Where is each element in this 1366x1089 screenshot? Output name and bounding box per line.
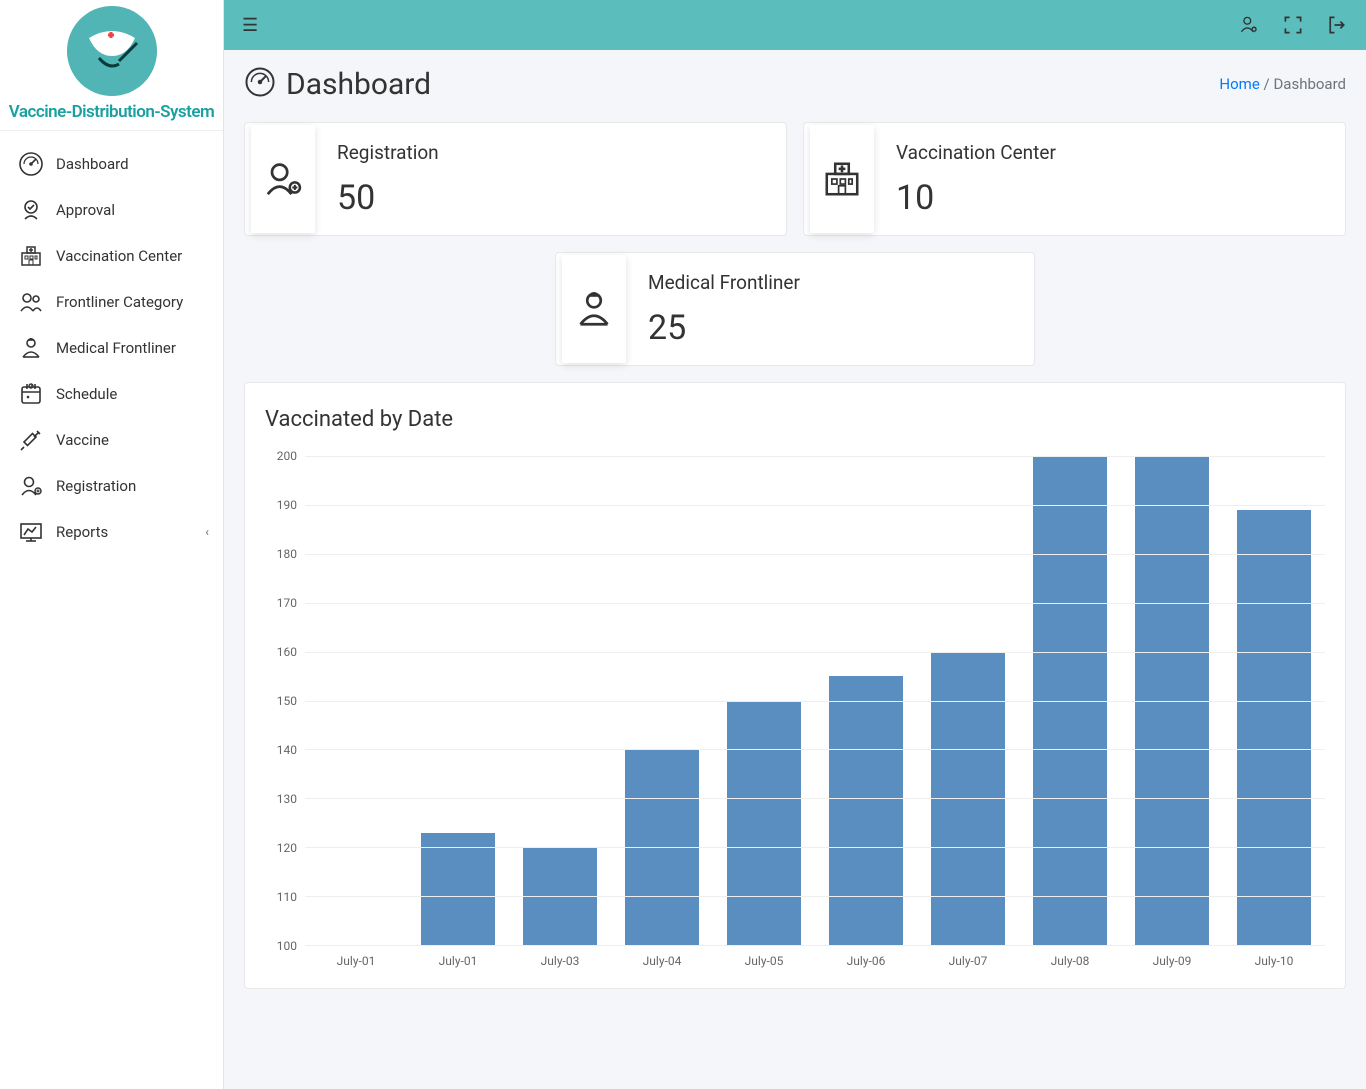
medic-icon xyxy=(562,255,626,363)
sidebar-item-dashboard[interactable]: Dashboard xyxy=(0,141,223,187)
user-settings-icon[interactable] xyxy=(1238,14,1260,36)
stat-card-medical-frontliner: Medical Frontliner 25 xyxy=(555,252,1035,366)
y-tick: 100 xyxy=(277,939,297,953)
stat-value: 10 xyxy=(896,178,1056,218)
sidebar-item-label: Dashboard xyxy=(56,155,129,173)
y-tick: 140 xyxy=(277,743,297,757)
stat-value: 25 xyxy=(648,308,800,348)
sidebar-item-reports[interactable]: Reports ‹ xyxy=(0,509,223,555)
stat-card-registration: Registration 50 xyxy=(244,122,787,236)
x-label: July-07 xyxy=(917,954,1019,968)
bar xyxy=(829,676,902,945)
sidebar-item-approval[interactable]: Approval xyxy=(0,187,223,233)
chart-x-axis: July-01July-01July-03July-04July-05July-… xyxy=(305,954,1325,968)
stat-label: Vaccination Center xyxy=(896,141,1056,164)
sidebar-item-label: Medical Frontliner xyxy=(56,339,176,357)
y-tick: 160 xyxy=(277,645,297,659)
chart-icon xyxy=(18,519,44,545)
breadcrumb-home-link[interactable]: Home xyxy=(1219,75,1259,93)
y-tick: 200 xyxy=(277,449,297,463)
logout-icon[interactable] xyxy=(1326,14,1348,36)
x-label: July-05 xyxy=(713,954,815,968)
y-tick: 170 xyxy=(277,596,297,610)
brand-logo xyxy=(67,6,157,96)
approval-icon xyxy=(18,197,44,223)
topbar: ☰ xyxy=(224,0,1366,50)
sidebar-item-label: Vaccine xyxy=(56,431,109,449)
sidebar-item-frontliner-category[interactable]: Frontliner Category xyxy=(0,279,223,325)
register-icon xyxy=(251,125,315,233)
y-tick: 180 xyxy=(277,547,297,561)
sidebar-item-medical-frontliner[interactable]: Medical Frontliner xyxy=(0,325,223,371)
x-label: July-01 xyxy=(407,954,509,968)
stat-label: Medical Frontliner xyxy=(648,271,800,294)
building-icon xyxy=(810,125,874,233)
sidebar-item-label: Schedule xyxy=(56,385,117,403)
sidebar-item-schedule[interactable]: Schedule xyxy=(0,371,223,417)
chart-card: Vaccinated by Date 100 110 120 130 140 150 160… xyxy=(244,382,1346,989)
sidebar-item-label: Registration xyxy=(56,477,136,495)
sidebar-item-label: Reports xyxy=(56,523,108,541)
sidebar-item-registration[interactable]: Registration xyxy=(0,463,223,509)
x-label: July-10 xyxy=(1223,954,1325,968)
brand-block: Vaccine-Distribution-System xyxy=(0,0,223,131)
chart-y-axis: 100110120130140150160170180190200 xyxy=(265,456,305,946)
sidebar: Vaccine-Distribution-System Dashboard App… xyxy=(0,0,224,1089)
gauge-icon xyxy=(18,151,44,177)
x-label: July-09 xyxy=(1121,954,1223,968)
stat-label: Registration xyxy=(337,141,439,164)
fullscreen-icon[interactable] xyxy=(1282,14,1304,36)
stat-value: 50 xyxy=(337,178,439,218)
bar xyxy=(421,833,494,945)
y-tick: 150 xyxy=(277,694,297,708)
chart-plot xyxy=(305,456,1325,946)
breadcrumb-sep: / xyxy=(1264,75,1270,93)
medic-icon xyxy=(18,335,44,361)
y-tick: 120 xyxy=(277,841,297,855)
y-tick: 130 xyxy=(277,792,297,806)
building-icon xyxy=(18,243,44,269)
sidebar-item-label: Vaccination Center xyxy=(56,247,182,265)
bar xyxy=(727,701,800,946)
sidebar-item-label: Frontliner Category xyxy=(56,293,183,311)
syringe-icon xyxy=(18,427,44,453)
sidebar-item-vaccine[interactable]: Vaccine xyxy=(0,417,223,463)
sidebar-menu: Dashboard Approval Vaccination Center Front… xyxy=(0,131,223,565)
people-icon xyxy=(18,289,44,315)
calendar-icon xyxy=(18,381,44,407)
page-title: Dashboard xyxy=(286,67,431,102)
breadcrumb: Home / Dashboard xyxy=(1219,75,1346,93)
x-label: July-01 xyxy=(305,954,407,968)
x-label: July-08 xyxy=(1019,954,1121,968)
stat-card-vaccination-center: Vaccination Center 10 xyxy=(803,122,1346,236)
y-tick: 110 xyxy=(277,890,297,904)
brand-name: Vaccine-Distribution-System xyxy=(0,102,223,122)
x-label: July-04 xyxy=(611,954,713,968)
chart-title: Vaccinated by Date xyxy=(265,407,1325,432)
hamburger-icon[interactable]: ☰ xyxy=(242,15,258,36)
bar xyxy=(1237,510,1310,945)
sidebar-item-label: Approval xyxy=(56,201,115,219)
x-label: July-06 xyxy=(815,954,917,968)
gauge-icon xyxy=(244,66,276,102)
y-tick: 190 xyxy=(277,498,297,512)
sidebar-item-vaccination-center[interactable]: Vaccination Center xyxy=(0,233,223,279)
register-icon xyxy=(18,473,44,499)
x-label: July-03 xyxy=(509,954,611,968)
breadcrumb-current: Dashboard xyxy=(1273,75,1346,93)
chevron-left-icon: ‹ xyxy=(205,525,209,539)
